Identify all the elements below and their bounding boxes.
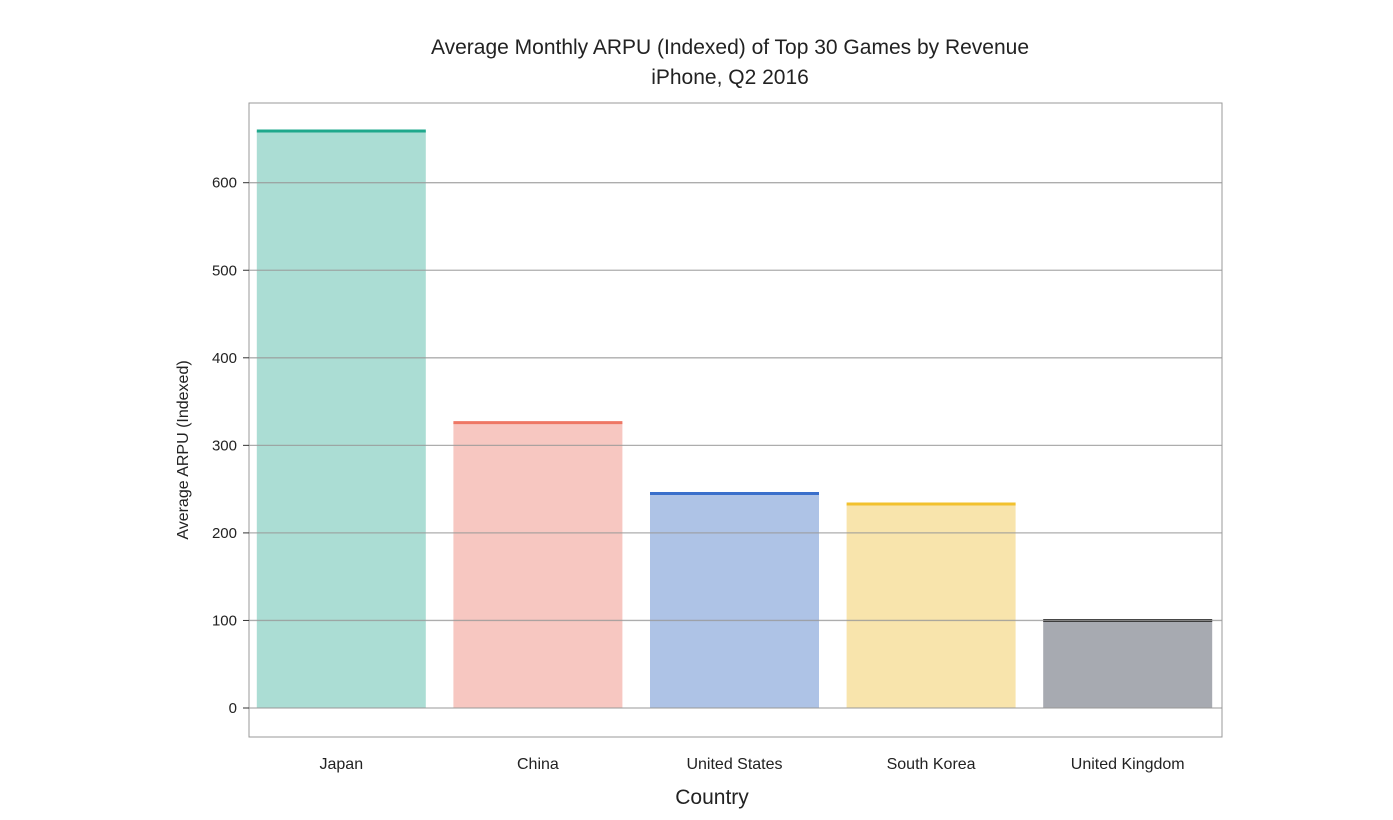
y-tick-label: 300 xyxy=(212,437,237,454)
x-tick-label: South Korea xyxy=(887,756,976,773)
x-axis-label: Country xyxy=(675,786,749,809)
y-tick-label: 100 xyxy=(212,612,237,629)
bar-south-korea xyxy=(846,504,1016,708)
y-tick-label: 500 xyxy=(212,262,237,279)
bar-united-states xyxy=(650,493,819,708)
x-tick-label: United Kingdom xyxy=(1071,756,1185,773)
x-tick-label: Japan xyxy=(320,756,364,773)
x-tick-label: China xyxy=(517,756,559,773)
y-tick-label: 400 xyxy=(212,350,237,367)
y-tick-label: 0 xyxy=(229,700,237,717)
bar-united-kingdom xyxy=(1043,620,1213,708)
x-tick-label: United States xyxy=(686,756,782,773)
bar-china xyxy=(453,422,623,708)
bar-japan xyxy=(256,131,426,708)
y-tick-label: 200 xyxy=(212,525,237,542)
y-tick-label: 600 xyxy=(212,175,237,192)
y-axis-label: Average ARPU (Indexed) xyxy=(175,360,192,539)
chart-subtitle: iPhone, Q2 2016 xyxy=(651,66,809,89)
chart-title: Average Monthly ARPU (Indexed) of Top 30… xyxy=(430,36,1030,59)
